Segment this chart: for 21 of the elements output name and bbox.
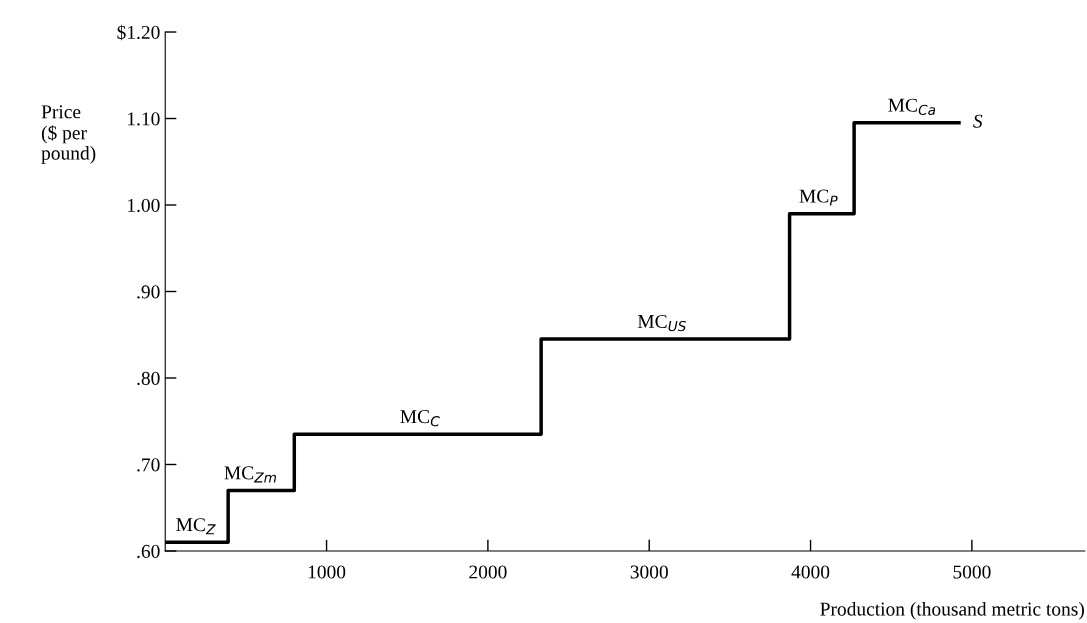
y-tick-label: .60 [137, 544, 160, 558]
y-tick-label: 1.00 [128, 198, 160, 213]
x-tick-label: 1000 [308, 565, 346, 579]
annotation: MC$_{Ca}$ [888, 98, 936, 115]
annotation: MC$_{US}$ [637, 314, 686, 332]
y-tick-label: .90 [137, 285, 160, 299]
y-tick-label: .70 [137, 458, 160, 472]
y-tick-label: $1.20 [117, 24, 160, 41]
annotation: MC$_{C}$ [400, 410, 440, 427]
annotation: MC$_{Zm}$ [224, 466, 276, 483]
x-tick-label: 5000 [953, 565, 991, 579]
x-tick-label: 4000 [791, 565, 830, 579]
annotation: MC$_{P}$ [799, 189, 838, 206]
x-axis-title: Production (thousand metric tons) [820, 601, 1084, 620]
x-tick-label: 3000 [630, 565, 668, 579]
y-axis-title: Price ($ per pound) [41, 105, 96, 164]
y-tick-label: 1.10 [128, 112, 160, 126]
x-tick-label: 2000 [469, 565, 507, 579]
annotation: MC$_{Z}$ [176, 518, 216, 535]
series-label: S [973, 114, 983, 128]
y-tick-label: .80 [137, 371, 160, 386]
